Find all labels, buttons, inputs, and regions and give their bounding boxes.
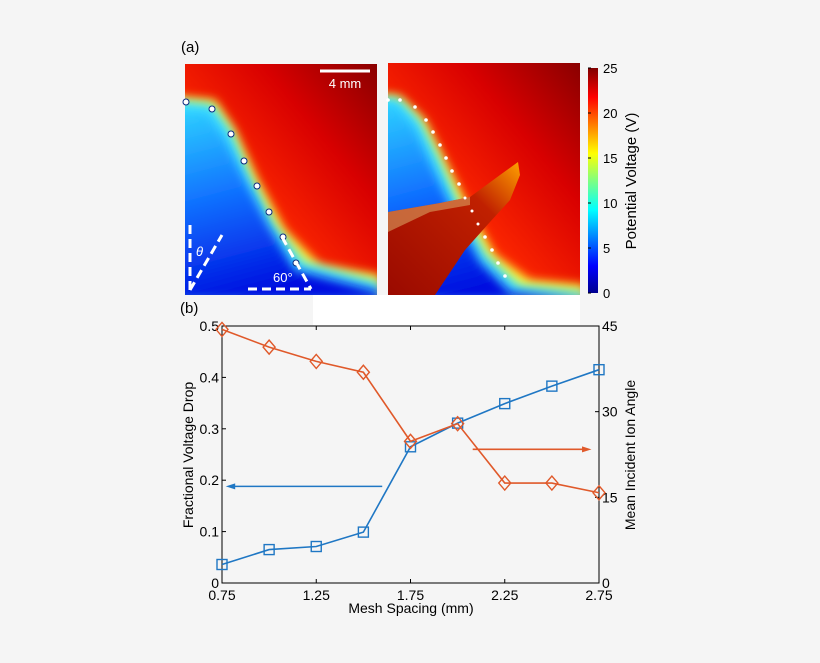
x-axis-label: Mesh Spacing (mm): [348, 600, 473, 616]
colorbar-label: Potential Voltage (V): [623, 113, 640, 250]
plot-frame: [221, 325, 600, 584]
series-2-marker: [450, 415, 465, 432]
y2-tick-label: 0: [602, 575, 610, 591]
series-2-marker: [403, 433, 418, 450]
y-tick-label: 0.2: [200, 472, 220, 488]
series-1-marker: [216, 558, 228, 571]
series-1-marker: [263, 543, 275, 556]
series-2-marker: [309, 353, 324, 370]
colorbar-tick-label: 10: [603, 196, 617, 211]
left-arrowhead-icon: [225, 483, 236, 490]
y2-tick-label: 15: [602, 489, 618, 505]
x-tick-label: 1.25: [303, 587, 330, 603]
y-axis-label: Fractional Voltage Drop: [180, 382, 196, 529]
y2-axis-label: Mean Incident Ion Angle: [622, 380, 638, 530]
y-tick-label: 0: [211, 575, 219, 591]
series-2-marker: [262, 339, 277, 356]
scale-bar-label: 4 mm: [329, 76, 362, 91]
panel-a-label: (a): [181, 39, 199, 56]
colorbar-tick-label: 20: [603, 106, 617, 121]
x-tick-label: 1.75: [397, 587, 424, 603]
y-tick-label: 0.1: [200, 524, 220, 540]
series-1-marker: [310, 540, 322, 553]
y-tick-label: 0.3: [200, 421, 220, 437]
colorbar-tick-label: 0: [603, 286, 610, 301]
angle-guides: [188, 225, 313, 291]
series-2-marker: [544, 474, 559, 492]
series-2-marker: [497, 474, 512, 492]
line-chart: 0.75 1.25 1.75 2.25 2.7500.10.20.30.40.50153…: [200, 318, 618, 603]
y2-tick-label: 45: [602, 318, 618, 334]
series-1-line: [221, 368, 600, 566]
series-1-marker: [593, 363, 605, 376]
series-1-marker: [546, 380, 558, 392]
theta-label: θ: [196, 244, 203, 259]
series-1-marker: [357, 526, 370, 538]
x-tick-label: 0.75: [208, 587, 235, 603]
x-tick-label: 2.25: [491, 587, 518, 603]
angle-60-label: 60°: [273, 270, 293, 285]
colorbar: [588, 68, 598, 293]
y-tick-label: 0.5: [200, 318, 220, 334]
panel-b-label: (b): [180, 300, 198, 317]
y-tick-label: 0.4: [200, 369, 220, 385]
series-1-marker: [499, 397, 511, 410]
series-2-marker: [356, 364, 371, 381]
colorbar-tick-label: 25: [603, 61, 617, 76]
colorbar-tick-label: 5: [603, 241, 610, 256]
ion-trajectories: [388, 162, 520, 295]
series-2-line: [221, 328, 600, 494]
x-tick-label: 2.75: [585, 587, 612, 603]
colorbar-tick-label: 15: [603, 151, 617, 166]
potential-map-right: [388, 63, 580, 295]
series-2-marker: [592, 484, 606, 501]
y2-tick-label: 30: [602, 404, 618, 420]
potential-map-left: [185, 64, 377, 295]
mesh-wires-right: [386, 98, 507, 278]
blank-area: [313, 295, 580, 325]
right-arrowhead-icon: [582, 446, 592, 453]
series-2-marker: [215, 321, 229, 338]
